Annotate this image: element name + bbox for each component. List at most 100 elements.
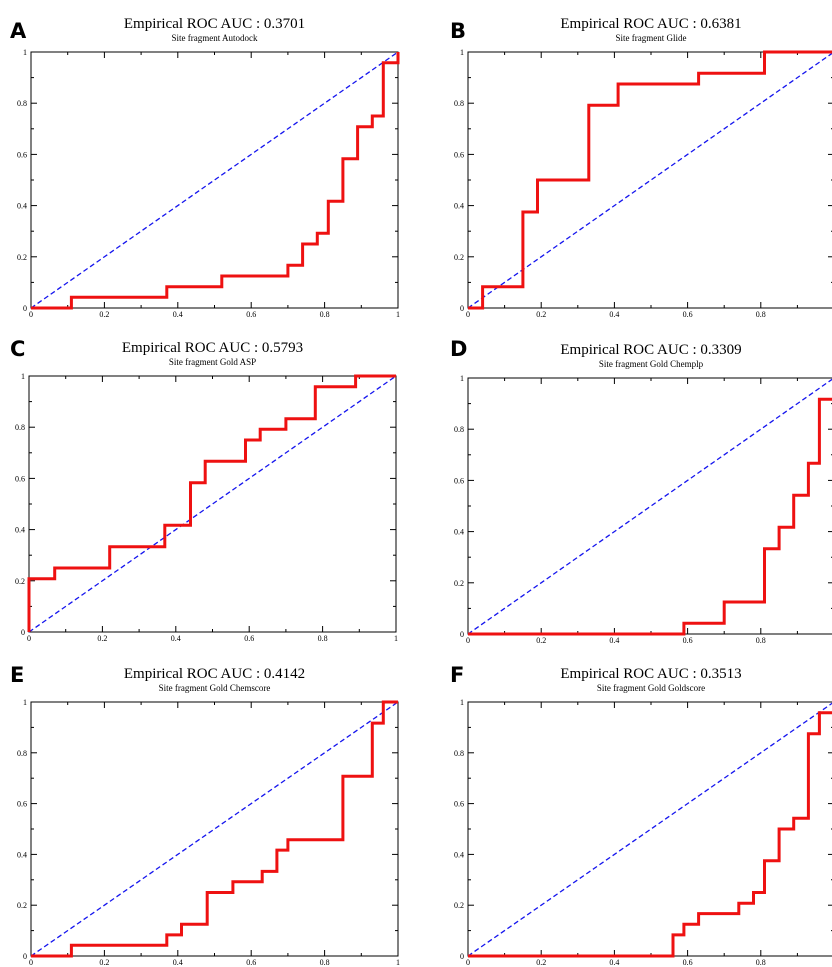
chart-title: Empirical ROC AUC : 0.6381 xyxy=(560,16,741,32)
x-tick-label: 0.2 xyxy=(536,310,546,319)
y-tick-label: 0.2 xyxy=(454,253,464,262)
x-tick-label: 1 xyxy=(396,958,400,967)
chart-subtitle: Site fragment Gold ASP xyxy=(169,357,256,367)
x-tick-label: 0.4 xyxy=(609,958,619,967)
y-tick-label: 0.8 xyxy=(17,99,27,108)
y-tick-label: 0.8 xyxy=(15,423,25,432)
x-tick-label: 0.4 xyxy=(171,634,181,643)
panel-letter: B xyxy=(450,19,466,43)
y-tick-label: 0.8 xyxy=(17,749,27,758)
y-tick-label: 1 xyxy=(23,48,27,57)
y-tick-label: 1 xyxy=(460,48,464,57)
y-tick-label: 1 xyxy=(460,698,464,707)
y-tick-label: 0.4 xyxy=(454,850,464,859)
chart-title: Empirical ROC AUC : 0.4142 xyxy=(124,666,305,682)
y-tick-label: 0.6 xyxy=(454,150,464,159)
x-tick-label: 0.6 xyxy=(244,634,254,643)
x-tick-label: 0.2 xyxy=(97,634,107,643)
x-tick-label: 0.2 xyxy=(536,636,546,645)
chart-title: Empirical ROC AUC : 0.3309 xyxy=(560,342,741,358)
roc-curve xyxy=(27,374,396,632)
x-tick-label: 0 xyxy=(466,636,470,645)
y-tick-label: 0.8 xyxy=(454,749,464,758)
x-tick-label: 0.4 xyxy=(173,310,183,319)
y-tick-label: 1 xyxy=(21,372,25,381)
y-tick-label: 0.6 xyxy=(17,150,27,159)
x-tick-label: 0 xyxy=(466,310,470,319)
chart-subtitle: Site fragment Gold Chemplp xyxy=(599,359,704,369)
x-tick-label: 0 xyxy=(27,634,31,643)
chart-title: Empirical ROC AUC : 0.5793 xyxy=(122,340,303,356)
x-tick-label: 0.6 xyxy=(683,310,693,319)
chart-subtitle: Site fragment Autodock xyxy=(172,33,258,43)
y-tick-label: 0.2 xyxy=(454,579,464,588)
y-tick-label: 0 xyxy=(23,304,27,313)
x-tick-label: 0 xyxy=(29,310,33,319)
x-tick-label: 0.2 xyxy=(99,310,109,319)
chart-subtitle: Site fragment Gold Chemscore xyxy=(159,683,271,693)
y-tick-label: 0.6 xyxy=(17,800,27,809)
roc-curve xyxy=(31,52,400,310)
x-tick-label: 0.8 xyxy=(318,634,328,643)
reference-diagonal-line xyxy=(467,378,832,635)
y-tick-label: 0.2 xyxy=(454,901,464,910)
x-tick-label: 0.2 xyxy=(99,958,109,967)
x-tick-label: 0.6 xyxy=(683,636,693,645)
x-tick-label: 0.6 xyxy=(683,958,693,967)
y-tick-label: 0.6 xyxy=(15,474,25,483)
y-tick-label: 0.2 xyxy=(17,901,27,910)
y-tick-label: 0.6 xyxy=(454,800,464,809)
y-tick-label: 0.8 xyxy=(454,99,464,108)
y-tick-label: 0.4 xyxy=(17,202,27,211)
y-tick-label: 0 xyxy=(460,304,464,313)
y-tick-label: 0 xyxy=(460,952,464,961)
x-tick-label: 0.4 xyxy=(173,958,183,967)
x-tick-label: 0.8 xyxy=(756,636,766,645)
y-tick-label: 0.4 xyxy=(454,202,464,211)
y-tick-label: 0.8 xyxy=(454,425,464,434)
panel-letter: C xyxy=(10,337,25,361)
y-tick-label: 0.4 xyxy=(15,526,25,535)
x-tick-label: 0.4 xyxy=(609,310,619,319)
reference-diagonal-line xyxy=(28,375,397,633)
y-tick-label: 0 xyxy=(460,630,464,639)
reference-diagonal-line xyxy=(30,701,399,957)
y-tick-label: 0.2 xyxy=(17,253,27,262)
y-tick-label: 0.2 xyxy=(15,577,25,586)
panel-letter: D xyxy=(450,337,467,361)
x-tick-label: 1 xyxy=(396,310,400,319)
y-tick-label: 0 xyxy=(23,952,27,961)
x-tick-label: 0.4 xyxy=(609,636,619,645)
x-tick-label: 0.6 xyxy=(246,958,256,967)
chart-title: Empirical ROC AUC : 0.3513 xyxy=(560,666,741,682)
panel-letter: A xyxy=(10,19,27,43)
y-tick-label: 0.4 xyxy=(454,528,464,537)
x-tick-label: 0.2 xyxy=(536,958,546,967)
reference-diagonal-line xyxy=(467,702,832,957)
roc-curve xyxy=(468,50,832,310)
x-tick-label: 0.8 xyxy=(320,958,330,967)
chart-subtitle: Site fragment Gold Goldscore xyxy=(597,683,705,693)
y-tick-label: 0.6 xyxy=(454,476,464,485)
reference-diagonal-line xyxy=(467,52,832,309)
y-tick-label: 1 xyxy=(23,698,27,707)
x-tick-label: 0.6 xyxy=(246,310,256,319)
chart-title: Empirical ROC AUC : 0.3701 xyxy=(124,16,305,32)
y-tick-label: 1 xyxy=(460,374,464,383)
roc-curve xyxy=(468,397,832,636)
panel-letter: E xyxy=(10,663,24,687)
y-tick-label: 0 xyxy=(21,628,25,637)
x-tick-label: 0.8 xyxy=(756,310,766,319)
reference-diagonal-line xyxy=(30,51,399,309)
x-tick-label: 0 xyxy=(466,958,470,967)
panel-letter: F xyxy=(450,663,464,687)
roc-curve xyxy=(468,711,832,958)
x-tick-label: 0 xyxy=(29,958,33,967)
